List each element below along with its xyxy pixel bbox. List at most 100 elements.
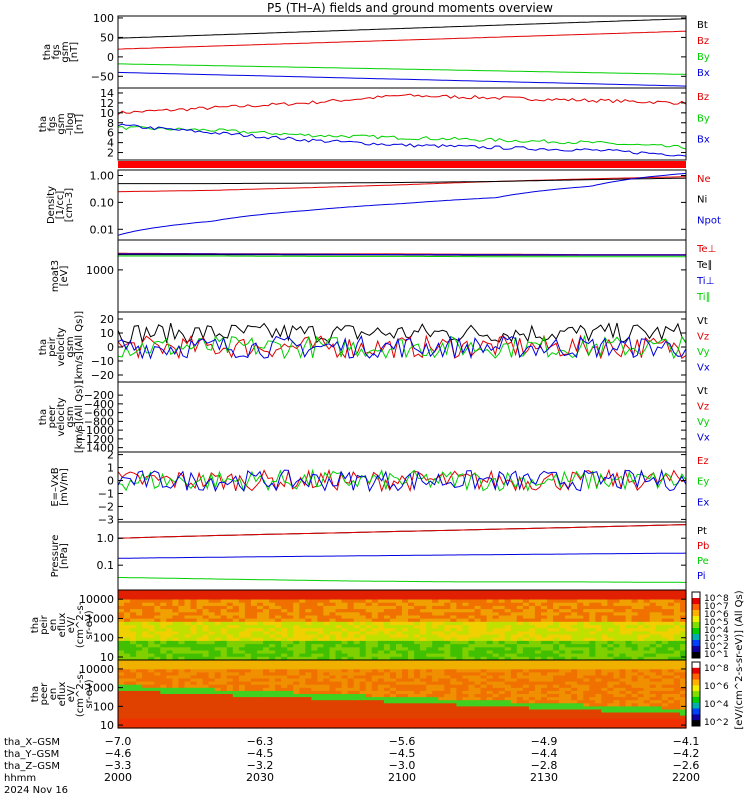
heatmap-cell	[202, 612, 210, 617]
heatmap-cell	[462, 666, 469, 670]
heatmap-cell	[444, 625, 451, 629]
heatmap-cell	[667, 706, 675, 711]
heatmap-cell	[450, 675, 457, 680]
heatmap-cell	[389, 634, 397, 639]
heatmap-cell	[637, 684, 645, 689]
heatmap-cell	[220, 706, 228, 711]
heatmap-cell	[534, 590, 542, 594]
heatmap-cell	[172, 621, 179, 626]
heatmap-cell	[571, 605, 578, 610]
heatmap-cell	[281, 715, 288, 720]
heatmap-cell	[534, 715, 542, 720]
heatmap-cell	[184, 663, 192, 667]
y-axis-label: (cm^2-s-	[75, 670, 86, 717]
heatmap-cell	[166, 690, 173, 695]
heatmap-cell	[516, 618, 524, 623]
heatmap-cell	[547, 678, 554, 683]
y-tick-label: 0.01	[90, 223, 115, 236]
y-tick-label: 20	[100, 313, 114, 326]
heatmap-cell	[426, 618, 433, 623]
heatmap-cell	[275, 721, 282, 726]
heatmap-cell	[571, 697, 578, 701]
heatmap-cell	[389, 709, 397, 714]
heatmap-cell	[474, 625, 482, 629]
heatmap-cell	[595, 675, 602, 680]
y-axis-label: velocity	[56, 327, 67, 366]
heatmap-cell	[281, 605, 288, 610]
heatmap-cell	[377, 615, 385, 620]
heatmap-cell	[583, 663, 590, 667]
heatmap-cell	[226, 666, 234, 670]
heatmap-cell	[196, 644, 204, 648]
heatmap-cell	[438, 653, 445, 658]
heatmap-cell	[486, 634, 494, 639]
heatmap-cell	[595, 694, 602, 698]
heatmap-cell	[359, 618, 367, 623]
heatmap-cell	[583, 625, 590, 629]
heatmap-cell	[655, 612, 663, 617]
heatmap-cell	[553, 599, 560, 604]
heatmap-cell	[408, 684, 415, 689]
heatmap-cell	[474, 660, 482, 664]
heatmap-cell	[124, 644, 131, 648]
heatmap-cell	[510, 712, 518, 717]
heatmap-cell	[547, 718, 554, 723]
heatmap-cell	[438, 709, 445, 714]
heatmap-cell	[118, 618, 125, 623]
heatmap-cell	[613, 666, 621, 670]
heatmap-cell	[655, 690, 663, 695]
heatmap-cell	[335, 687, 343, 692]
heatmap-cell	[474, 712, 482, 717]
heatmap-cell	[232, 631, 240, 636]
heatmap-cell	[184, 669, 192, 673]
heatmap-cell	[287, 669, 294, 673]
heatmap-cell	[263, 697, 270, 701]
heatmap-cell	[281, 625, 288, 629]
heatmap-cell	[335, 653, 343, 658]
heatmap-cell	[329, 663, 337, 667]
heatmap-cell	[601, 663, 608, 667]
heatmap-cell	[214, 724, 222, 729]
heatmap-cell	[577, 694, 584, 698]
heatmap-cell	[402, 640, 409, 645]
heatmap-cell	[154, 628, 161, 632]
heatmap-cell	[130, 593, 137, 597]
heatmap-cell	[619, 656, 627, 661]
heatmap-cell	[130, 615, 137, 620]
heatmap-cell	[559, 681, 566, 686]
heatmap-cell	[426, 718, 433, 723]
heatmap-cell	[250, 690, 258, 695]
heatmap-cell	[293, 684, 300, 689]
heatmap-cell	[214, 647, 222, 652]
heatmap-cell	[432, 631, 439, 636]
heatmap-cell	[238, 684, 246, 689]
heatmap-cell	[673, 634, 681, 639]
heatmap-cell	[480, 602, 488, 607]
heatmap-cell	[667, 599, 675, 604]
heatmap-cell	[257, 634, 264, 639]
heatmap-cell	[559, 724, 566, 729]
heatmap-cell	[142, 703, 149, 707]
heatmap-cell	[184, 660, 192, 664]
heatmap-cell	[130, 703, 137, 707]
heatmap-cell	[438, 637, 445, 642]
heatmap-cell	[305, 650, 312, 655]
heatmap-cell	[347, 675, 355, 680]
heatmap-cell	[661, 625, 669, 629]
heatmap-cell	[528, 660, 536, 664]
heatmap-cell	[353, 596, 361, 601]
colorbar-tick-label: 10^6	[704, 682, 729, 692]
colorbar-swatch	[692, 634, 700, 641]
heatmap-cell	[244, 697, 252, 701]
heatmap-cell	[601, 709, 608, 714]
heatmap-cell	[257, 593, 264, 597]
heatmap-cell	[184, 590, 192, 594]
heatmap-cell	[522, 715, 530, 720]
heatmap-cell	[613, 721, 621, 726]
heatmap-cell	[408, 712, 415, 717]
heatmap-cell	[589, 724, 596, 729]
heatmap-cell	[595, 690, 602, 695]
heatmap-cell	[172, 650, 179, 655]
heatmap-cell	[142, 706, 149, 711]
heatmap-cell	[516, 712, 524, 717]
